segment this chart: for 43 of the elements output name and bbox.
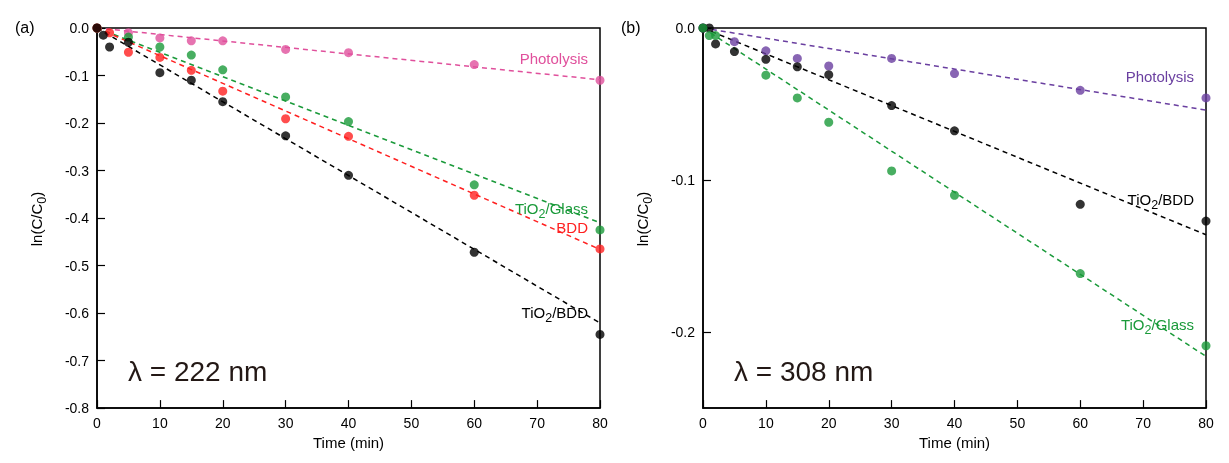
x-tick-label: 0 (93, 415, 102, 432)
y-tick-label: -0.2 (670, 324, 696, 341)
x-tick-label: 60 (466, 415, 483, 432)
x-tick-label: 10 (152, 415, 168, 432)
x-tick-label: 10 (758, 415, 774, 432)
chart-title: (a) (15, 18, 35, 36)
x-axis-title: Time (min) (918, 434, 991, 451)
x-tick-label: 50 (1009, 415, 1026, 432)
y-tick-label: -0.3 (64, 162, 90, 179)
y-tick-label: -0.1 (64, 67, 90, 84)
x-tick-label: 0 (699, 415, 708, 432)
x-tick-label: 30 (883, 415, 900, 432)
series-label: TiO$_{2}$/Glass (514, 199, 588, 221)
series-label: Photolysis (519, 50, 588, 69)
series-label: TiO$_{2}$/BDD (521, 304, 588, 328)
x-tick-label: 50 (403, 415, 420, 432)
x-tick-label: 70 (529, 415, 546, 432)
y-tick-label: -0.4 (64, 210, 90, 227)
x-tick-label: 40 (340, 415, 357, 432)
series-label: BDD (556, 218, 588, 237)
y-tick-label: -0.2 (64, 115, 90, 132)
series-label: TiO$_{2}$/Glass (1120, 315, 1194, 339)
x-tick-label: 30 (277, 415, 294, 432)
x-tick-label: 80 (1198, 415, 1214, 432)
series-label: Photolysis (1125, 67, 1194, 86)
annotation: λ = 222 nm (128, 355, 268, 387)
y-tick-label: -0.8 (64, 400, 90, 417)
x-tick-label: 80 (592, 415, 608, 432)
x-tick-label: 40 (946, 415, 963, 432)
y-tick-label: -0.7 (64, 352, 90, 369)
x-axis-title: Time (min) (312, 434, 385, 451)
y-tick-label: -0.6 (64, 305, 90, 322)
x-tick-label: 70 (1135, 415, 1152, 432)
y-tick-label: -0.1 (670, 172, 696, 189)
y-tick-label: -0.5 (64, 257, 90, 274)
x-tick-label: 20 (214, 415, 231, 432)
series-label: TiO$_{2}$/BDD (1127, 191, 1194, 215)
y-tick-label: 0.0 (675, 20, 696, 36)
x-tick-label: 60 (1072, 415, 1089, 432)
chart-title: (b) (621, 18, 641, 36)
x-tick-label: 20 (820, 415, 837, 432)
y-tick-label: 0.0 (69, 20, 90, 36)
annotation: λ = 308 nm (734, 355, 874, 387)
